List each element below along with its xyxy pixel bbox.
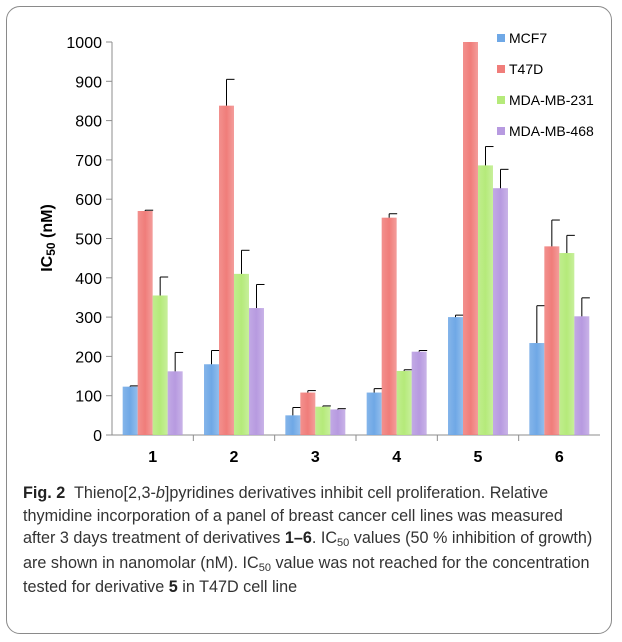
bar-mcf7-4: [366, 392, 382, 435]
caption-derivative-5: 5: [168, 578, 178, 596]
caption-ic-text: . IC: [311, 529, 338, 547]
caption-title-italic: b: [155, 484, 165, 502]
bar-mda-mb-231-6: [559, 253, 575, 435]
y-tick-label: 100: [75, 389, 102, 406]
x-tick-label: 3: [311, 449, 320, 466]
legend-label: MDA-MB-468: [509, 123, 594, 139]
y-tick-label: 800: [75, 114, 102, 131]
x-tick-label: 6: [555, 449, 564, 466]
bar-mcf7-1: [122, 386, 138, 435]
bar-t47d-4: [381, 217, 397, 435]
caption-derivatives: 1–6: [284, 529, 312, 547]
bar-chart: 0 100 200 300 400 500 600 700 800 900 1000 1 2 3 4 5 6 M…: [39, 30, 600, 466]
bar-mcf7-5: [448, 317, 463, 435]
chart-legend: MCF7 T47D MDA-MB-231 MDA-MB-468: [497, 30, 594, 139]
bar-mda-mb-468-4: [411, 351, 427, 435]
y-tick-label: 900: [75, 74, 102, 91]
chart-axes: 0 100 200 300 400 500 600 700 800 900 1000 1 2 3 4 5 6: [66, 35, 600, 466]
legend-swatch: [497, 127, 505, 135]
x-tick-label: 4: [392, 449, 401, 466]
legend-label: MDA-MB-231: [509, 92, 594, 108]
y-tick-label: 400: [75, 271, 102, 288]
bar-mda-mb-468-2: [249, 308, 264, 435]
y-tick-label: 600: [75, 192, 102, 209]
x-tick-label: 5: [474, 449, 483, 466]
y-tick-label: 200: [75, 349, 102, 366]
bar-t47d-6: [544, 246, 560, 435]
bar-mda-mb-231-4: [396, 370, 412, 435]
y-tick-label: 500: [75, 232, 102, 249]
caption-title-a: Thieno[2,3-: [73, 484, 156, 502]
y-tick-label: 1000: [66, 35, 102, 52]
y-axis-label: IC50 (nM): [39, 204, 58, 272]
caption-line-b: values (50 % inhibition of growth) are s…: [23, 529, 593, 572]
figure-caption: Fig. 2 Thieno[2,3-b]pyridines derivative…: [23, 482, 598, 599]
bar-t47d-3: [300, 392, 316, 435]
legend-swatch: [497, 34, 505, 42]
bar-mcf7-3: [285, 415, 301, 435]
x-tick-label: 2: [230, 449, 239, 466]
bar-mda-mb-468-1: [167, 371, 183, 435]
caption-ic-sub-2: 50: [258, 561, 271, 574]
bar-mda-mb-468-3: [330, 409, 346, 435]
bar-mda-mb-231-3: [315, 406, 331, 435]
y-tick-label: 0: [93, 428, 102, 445]
bar-mcf7-2: [204, 364, 219, 435]
caption-line-c: value was not reached for the concentrat…: [23, 553, 590, 597]
figure-frame: [6, 6, 612, 634]
bar-t47d-5: [463, 42, 478, 435]
bar-mda-mb-231-5: [478, 165, 493, 436]
legend-swatch: [497, 96, 505, 104]
legend-label: T47D: [509, 61, 543, 77]
caption-title-b: ]pyridines derivatives inhibit cell prol…: [164, 484, 486, 502]
x-tick-label: 1: [148, 449, 157, 466]
bar-mda-mb-231-2: [234, 273, 249, 435]
chart-bars: [122, 42, 590, 436]
legend-swatch: [497, 65, 505, 73]
bar-t47d-2: [219, 105, 234, 435]
y-tick-label: 700: [75, 153, 102, 170]
bar-mda-mb-231-1: [152, 295, 168, 435]
legend-label: MCF7: [509, 30, 547, 46]
bar-mda-mb-468-5: [493, 188, 508, 435]
caption-ic-sub: 50: [337, 537, 350, 549]
bar-mcf7-6: [529, 343, 545, 435]
y-tick-label: 300: [75, 310, 102, 327]
figure-label: Fig. 2: [23, 484, 66, 502]
caption-line-a: Relative thymidine incorporation of a pa…: [23, 484, 563, 547]
caption-line-d: in T47D cell line: [177, 578, 298, 596]
bar-mda-mb-468-6: [574, 316, 590, 435]
bar-t47d-1: [137, 210, 153, 435]
